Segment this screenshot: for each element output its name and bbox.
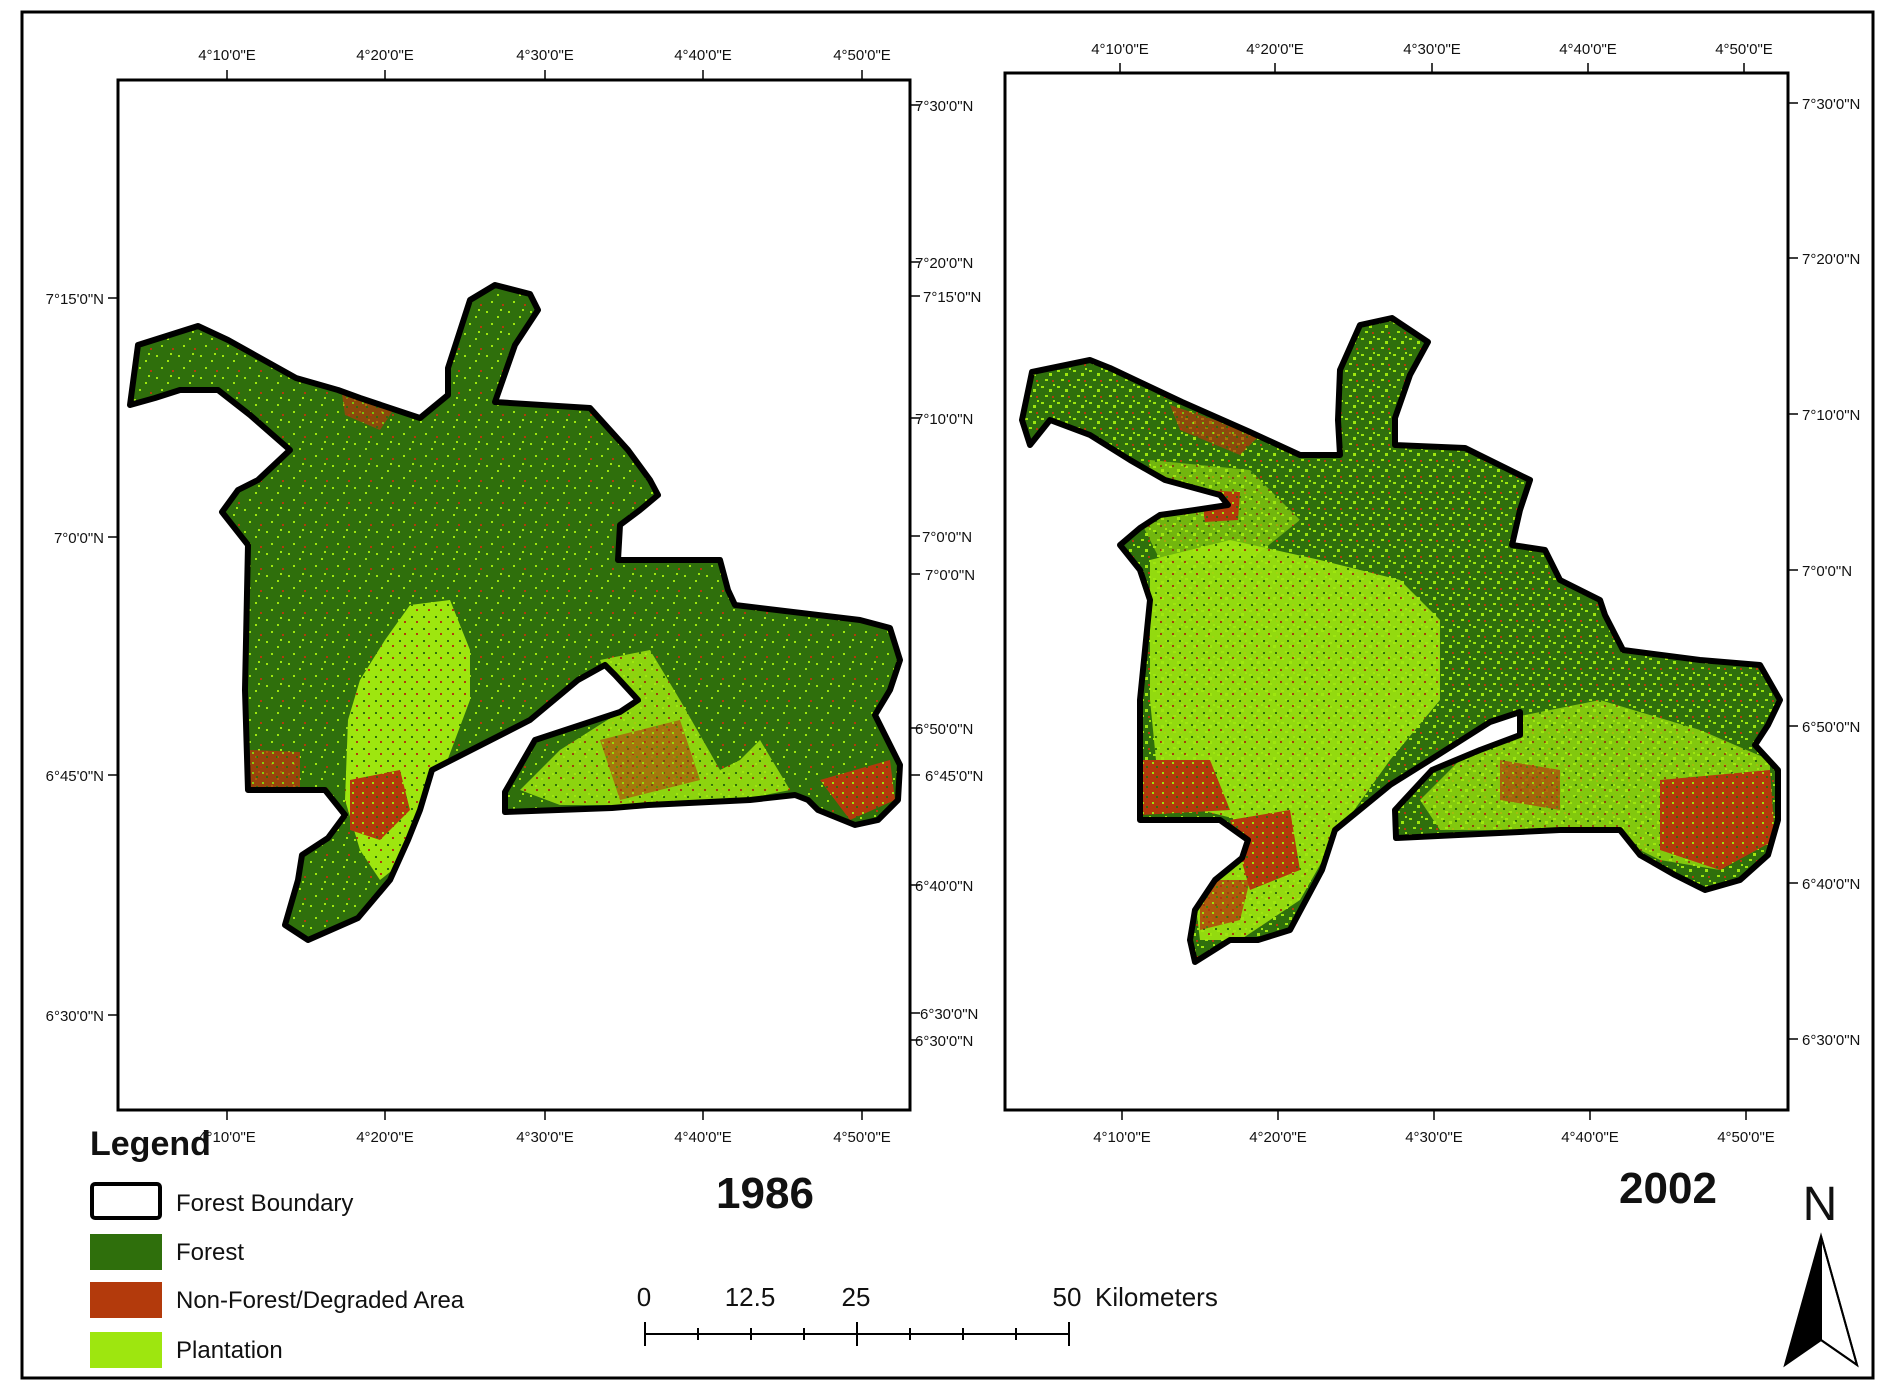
scale-label: 50	[1053, 1282, 1082, 1312]
map-1986-left-ticks: 7°15'0"N 7°0'0"N 6°45'0"N 6°30'0"N	[46, 291, 118, 1025]
bottom-tick-label: 4°20'0"E	[356, 1129, 414, 1146]
left-tick-label: 6°30'0"N	[46, 1008, 104, 1025]
top-tick-label: 4°40'0"E	[1559, 41, 1617, 58]
legend-title: Legend	[90, 1125, 211, 1163]
right-tick-label: 7°0'0"N	[1802, 563, 1852, 580]
bottom-tick-label: 4°40'0"E	[1561, 1129, 1619, 1146]
bottom-tick-label: 4°30'0"E	[516, 1129, 574, 1146]
legend-label: Plantation	[176, 1337, 283, 1364]
right-tick-label: 6°30'0"N	[920, 1006, 978, 1023]
degraded-zone-2002-g	[1500, 760, 1560, 810]
plantation-zone-2002-a	[1150, 540, 1440, 940]
degraded-zone-2002-b	[1230, 810, 1300, 890]
top-tick-label: 4°50'0"E	[1715, 41, 1773, 58]
right-tick-label: 6°50'0"N	[1802, 719, 1860, 736]
scale-label: 12.5	[725, 1282, 776, 1312]
degraded-zone-2002-d	[1660, 770, 1775, 870]
right-tick-label: 7°10'0"N	[1802, 407, 1860, 424]
map-2002-bottom-ticks: 4°10'0"E 4°20'0"E 4°30'0"E 4°40'0"E 4°50…	[1093, 1110, 1775, 1146]
top-tick-label: 4°40'0"E	[674, 47, 732, 64]
bottom-tick-label: 4°10'0"E	[1093, 1129, 1151, 1146]
degraded-zone-2002-f	[1170, 405, 1260, 455]
forest-boundary-1986	[127, 282, 903, 943]
forest-boundary-2002	[1019, 315, 1783, 965]
right-tick-label: 7°15'0"N	[923, 289, 981, 306]
right-tick-label: 6°30'0"N	[915, 1033, 973, 1050]
top-tick-label: 4°30'0"E	[516, 47, 574, 64]
map-1986: 4°10'0"E 4°20'0"E 4°30'0"E 4°40'0"E 4°50…	[46, 47, 984, 1218]
top-tick-label: 4°30'0"E	[1403, 41, 1461, 58]
bottom-tick-label: 4°50'0"E	[833, 1129, 891, 1146]
top-tick-label: 4°10'0"E	[198, 47, 256, 64]
top-tick-label: 4°20'0"E	[1246, 41, 1304, 58]
right-tick-label: 7°0'0"N	[922, 529, 972, 546]
legend: Legend Forest Boundary Forest Non-Forest…	[90, 1125, 465, 1368]
degraded-zone-2002-a	[1140, 760, 1230, 815]
map-2002: 4°10'0"E 4°20'0"E 4°30'0"E 4°40'0"E 4°50…	[1003, 41, 1860, 1213]
left-tick-label: 6°45'0"N	[46, 768, 104, 785]
map-1986-year-label: 1986	[716, 1169, 814, 1218]
legend-swatch-plantation	[90, 1332, 162, 1368]
right-tick-label: 7°20'0"N	[915, 255, 973, 272]
bottom-tick-label: 4°10'0"E	[198, 1129, 256, 1146]
figure-border	[20, 10, 1875, 1380]
right-tick-label: 6°40'0"N	[915, 878, 973, 895]
legend-label: Non-Forest/Degraded Area	[176, 1287, 465, 1314]
north-arrow-icon: N	[1783, 1178, 1859, 1368]
degraded-zone-1986-a	[350, 770, 410, 840]
left-tick-label: 7°15'0"N	[46, 291, 104, 308]
legend-swatch-forest-boundary	[90, 1182, 162, 1220]
map-2002-right-ticks: 7°30'0"N 7°20'0"N 7°10'0"N 7°0'0"N 6°50'…	[1788, 96, 1860, 1049]
right-tick-label: 6°40'0"N	[1802, 876, 1860, 893]
right-tick-label: 6°50'0"N	[915, 721, 973, 738]
right-tick-label: 7°10'0"N	[915, 411, 973, 428]
legend-swatch-non-forest	[90, 1282, 162, 1318]
right-tick-label: 7°30'0"N	[1802, 96, 1860, 113]
scale-label: 0	[637, 1282, 651, 1312]
right-tick-label: 7°0'0"N	[925, 567, 975, 584]
left-tick-label: 7°0'0"N	[54, 530, 104, 547]
right-tick-label: 6°30'0"N	[1802, 1032, 1860, 1049]
map-1986-right-ticks: 7°30'0"N 7°20'0"N 7°15'0"N 7°10'0"N 7°0'…	[910, 98, 983, 1050]
bottom-tick-label: 4°20'0"E	[1249, 1129, 1307, 1146]
legend-label: Forest Boundary	[176, 1190, 353, 1217]
top-tick-label: 4°10'0"E	[1091, 41, 1149, 58]
map-2002-year-label: 2002	[1619, 1164, 1717, 1213]
map-2002-top-ticks: 4°10'0"E 4°20'0"E 4°30'0"E 4°40'0"E 4°50…	[1091, 41, 1773, 73]
scale-label: 25	[842, 1282, 871, 1312]
legend-label: Forest	[176, 1239, 244, 1266]
bottom-tick-label: 4°50'0"E	[1717, 1129, 1775, 1146]
right-tick-label: 7°30'0"N	[915, 98, 973, 115]
degraded-zone-1986-c	[820, 760, 895, 820]
bottom-tick-label: 4°40'0"E	[674, 1129, 732, 1146]
legend-swatch-forest	[90, 1234, 162, 1270]
right-tick-label: 7°20'0"N	[1802, 251, 1860, 268]
bottom-tick-label: 4°30'0"E	[1405, 1129, 1463, 1146]
right-tick-label: 6°45'0"N	[925, 768, 983, 785]
top-tick-label: 4°20'0"E	[356, 47, 414, 64]
map-1986-bottom-ticks: 4°10'0"E 4°20'0"E 4°30'0"E 4°40'0"E 4°50…	[198, 1110, 891, 1146]
scale-unit-label: Kilometers	[1095, 1282, 1218, 1312]
map-1986-top-ticks: 4°10'0"E 4°20'0"E 4°30'0"E 4°40'0"E 4°50…	[198, 47, 891, 80]
degraded-zone-1986-b	[250, 750, 300, 790]
degraded-zone-2002-c	[1200, 880, 1250, 930]
degraded-zone-1986-e	[600, 720, 700, 800]
north-label: N	[1803, 1178, 1838, 1231]
top-tick-label: 4°50'0"E	[833, 47, 891, 64]
scale-bar: 0 12.5 25 50 Kilometers	[637, 1282, 1218, 1346]
